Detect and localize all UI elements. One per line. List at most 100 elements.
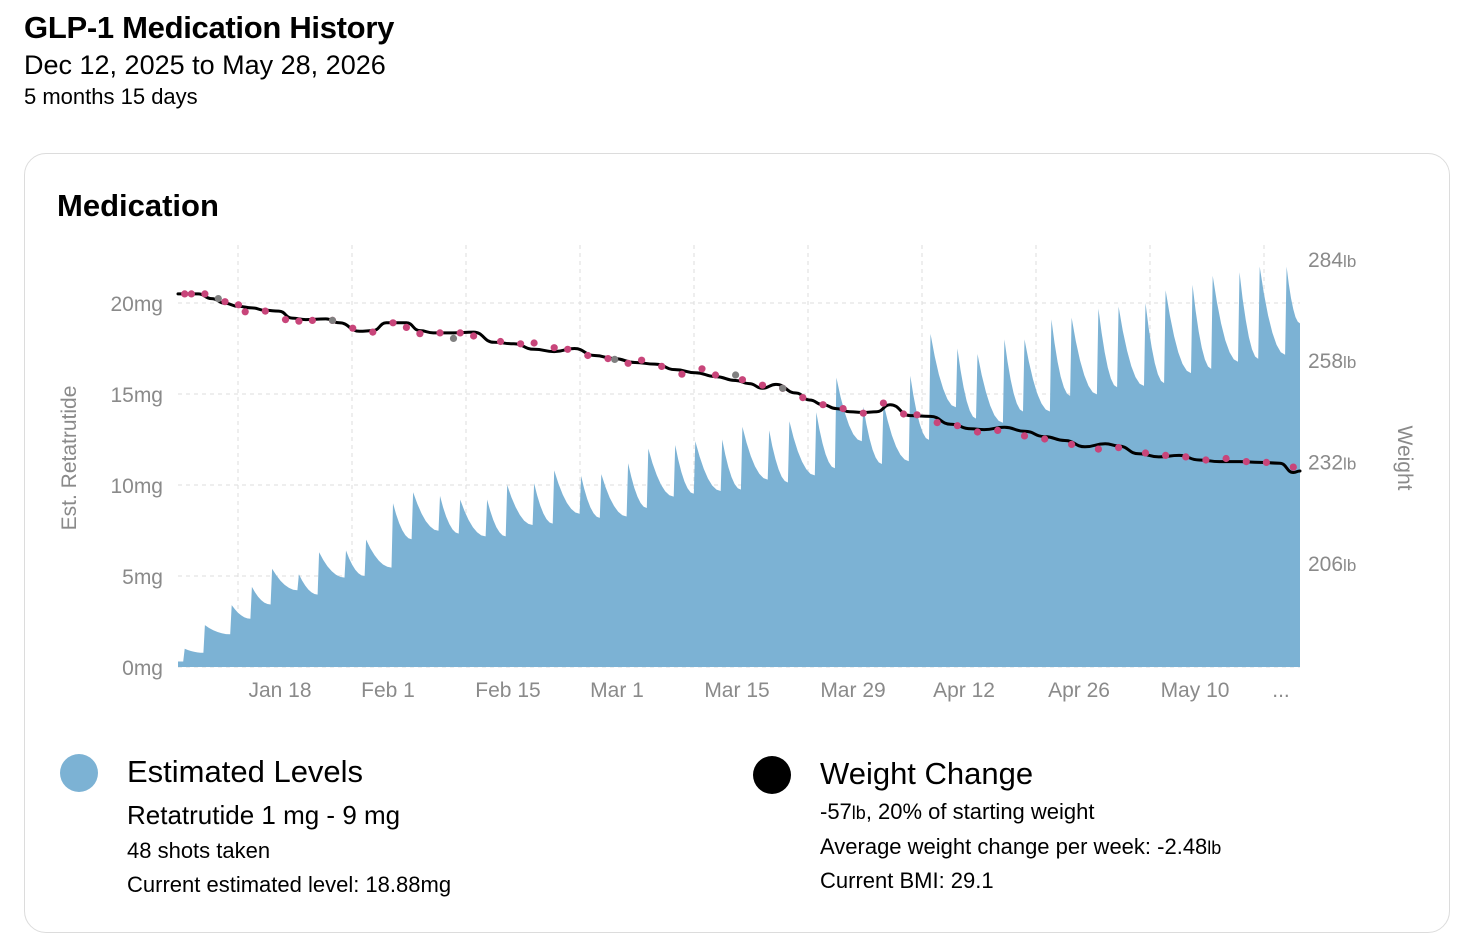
weigh-in-dot[interactable] [933, 419, 941, 427]
weigh-in-dot[interactable] [496, 337, 505, 346]
x-tick-label: Apr 26 [1048, 679, 1110, 702]
right-axis-title: Weight [1393, 426, 1416, 491]
weigh-in-dot[interactable] [181, 290, 189, 298]
weigh-in-dot[interactable] [1041, 435, 1049, 443]
weigh-in-dot[interactable] [624, 359, 632, 367]
weigh-in-dot[interactable] [839, 405, 847, 413]
weigh-in-dot[interactable] [550, 344, 558, 352]
weigh-in-dot[interactable] [799, 394, 807, 402]
card-title: Medication [57, 188, 219, 223]
levels-legend-title: Estimated Levels [127, 754, 364, 789]
weigh-in-dot[interactable] [1020, 432, 1029, 440]
weigh-in-dot[interactable] [234, 301, 243, 309]
weigh-in-dot[interactable] [1094, 445, 1102, 453]
weigh-in-dot[interactable] [416, 330, 424, 338]
weight-average-label: Average weight change per week: -2.48 [820, 834, 1208, 859]
weigh-in-dot-secondary[interactable] [611, 355, 619, 363]
weigh-in-dot[interactable] [402, 323, 410, 331]
weigh-in-dot[interactable] [281, 316, 290, 324]
weigh-in-dot[interactable] [1182, 453, 1190, 461]
weigh-in-dot[interactable] [953, 422, 962, 430]
weigh-in-dot[interactable] [261, 307, 269, 315]
weight-average-unit: lb [1207, 838, 1222, 858]
weigh-in-dot[interactable] [241, 308, 249, 316]
weigh-in-dot[interactable] [859, 409, 867, 417]
levels-current: Current estimated level: 18.88mg [127, 872, 452, 897]
weight-average-per-week: Average weight change per week: -2.48lb [820, 834, 1221, 860]
weigh-in-dot[interactable] [638, 356, 646, 364]
weigh-in-dot[interactable] [1115, 444, 1123, 452]
weigh-in-dot[interactable] [973, 428, 982, 436]
current-bmi: Current BMI: 29.1 [820, 868, 994, 893]
weigh-in-dot[interactable] [1289, 463, 1297, 471]
weight-legend-dot [753, 756, 791, 794]
weigh-in-dot[interactable] [604, 355, 612, 363]
levels-medication: Retatrutide 1 mg - 9 mg [127, 800, 401, 830]
left-axis-title: Est. Retatrutide [58, 386, 81, 531]
weigh-in-dot[interactable] [711, 371, 720, 379]
weigh-in-dot[interactable] [349, 324, 357, 332]
weigh-in-dot-secondary[interactable] [449, 334, 458, 342]
weigh-in-dot[interactable] [584, 351, 592, 360]
date-range: Dec 12, 2025 to May 28, 2026 [24, 50, 386, 80]
weigh-in-dot[interactable] [698, 365, 706, 373]
weigh-in-dot[interactable] [221, 298, 229, 306]
weigh-in-dot[interactable] [517, 340, 525, 348]
weigh-in-dot[interactable] [436, 329, 444, 337]
weigh-in-dot-secondary[interactable] [732, 371, 740, 379]
weigh-in-dot[interactable] [1141, 449, 1150, 457]
weigh-in-dot[interactable] [187, 290, 195, 298]
right-tick-label: 232lb [1308, 452, 1356, 475]
weigh-in-dot[interactable] [308, 316, 316, 324]
right-tick-label: 258lb [1308, 350, 1356, 373]
weigh-in-dot[interactable] [1262, 458, 1270, 466]
weight-legend-title: Weight Change [820, 756, 1034, 791]
x-tick-label: Jan 18 [248, 679, 311, 702]
weigh-in-dot[interactable] [1162, 451, 1170, 459]
weigh-in-dot[interactable] [819, 401, 827, 409]
weight-change-summary: -57lb, 20% of starting weight [820, 799, 1095, 825]
left-tick-label: 20mg [110, 293, 163, 316]
left-tick-label: 0mg [122, 657, 163, 680]
weigh-in-dot[interactable] [738, 376, 747, 384]
weigh-in-dot[interactable] [1202, 456, 1210, 464]
weigh-in-dot[interactable] [758, 381, 767, 389]
x-tick-label: Feb 15 [475, 679, 540, 702]
weigh-in-dot[interactable] [564, 345, 572, 353]
x-tick-label: May 10 [1161, 679, 1230, 702]
weigh-in-dot-secondary[interactable] [779, 384, 787, 392]
weigh-in-dot[interactable] [1222, 454, 1230, 463]
levels-shots: 48 shots taken [127, 838, 271, 863]
weigh-in-dot[interactable] [456, 329, 464, 337]
weigh-in-dot[interactable] [994, 426, 1002, 434]
x-tick-label: Feb 1 [361, 679, 415, 702]
weigh-in-dot[interactable] [1242, 458, 1250, 466]
weigh-in-dot[interactable] [369, 328, 377, 336]
weigh-in-dot[interactable] [900, 410, 908, 418]
weigh-in-dot[interactable] [295, 317, 303, 325]
weigh-in-dot[interactable] [913, 411, 921, 419]
weigh-in-dot[interactable] [1068, 440, 1076, 448]
page-title: GLP-1 Medication History [24, 10, 395, 45]
right-tick-label: 284lb [1308, 249, 1356, 272]
weight-change-unit: lb [851, 803, 866, 823]
weigh-in-dot[interactable] [470, 332, 478, 340]
axis-ticks: 0mg 5mg 10mg 15mg 20mg 206lb 232lb 258lb 284lb Ja… [110, 249, 1356, 702]
weigh-in-dot[interactable] [530, 339, 538, 347]
weigh-in-dot[interactable] [678, 370, 686, 378]
weigh-in-dot[interactable] [389, 319, 397, 327]
duration: 5 months 15 days [24, 84, 198, 109]
weigh-in-dot-secondary[interactable] [214, 295, 222, 303]
left-tick-label: 5mg [122, 566, 163, 589]
x-tick-label: Apr 12 [933, 679, 995, 702]
x-tick-label: Mar 29 [820, 679, 885, 702]
weight-change-value: -57 [820, 799, 852, 824]
weigh-in-dot[interactable] [658, 362, 666, 370]
x-tick-label: Mar 15 [704, 679, 769, 702]
weigh-in-dot[interactable] [879, 399, 888, 407]
levels-area-path [178, 266, 1300, 667]
weigh-in-dot-secondary[interactable] [328, 316, 337, 324]
estimated-levels-area [178, 266, 1300, 667]
weigh-in-dot[interactable] [201, 290, 209, 298]
